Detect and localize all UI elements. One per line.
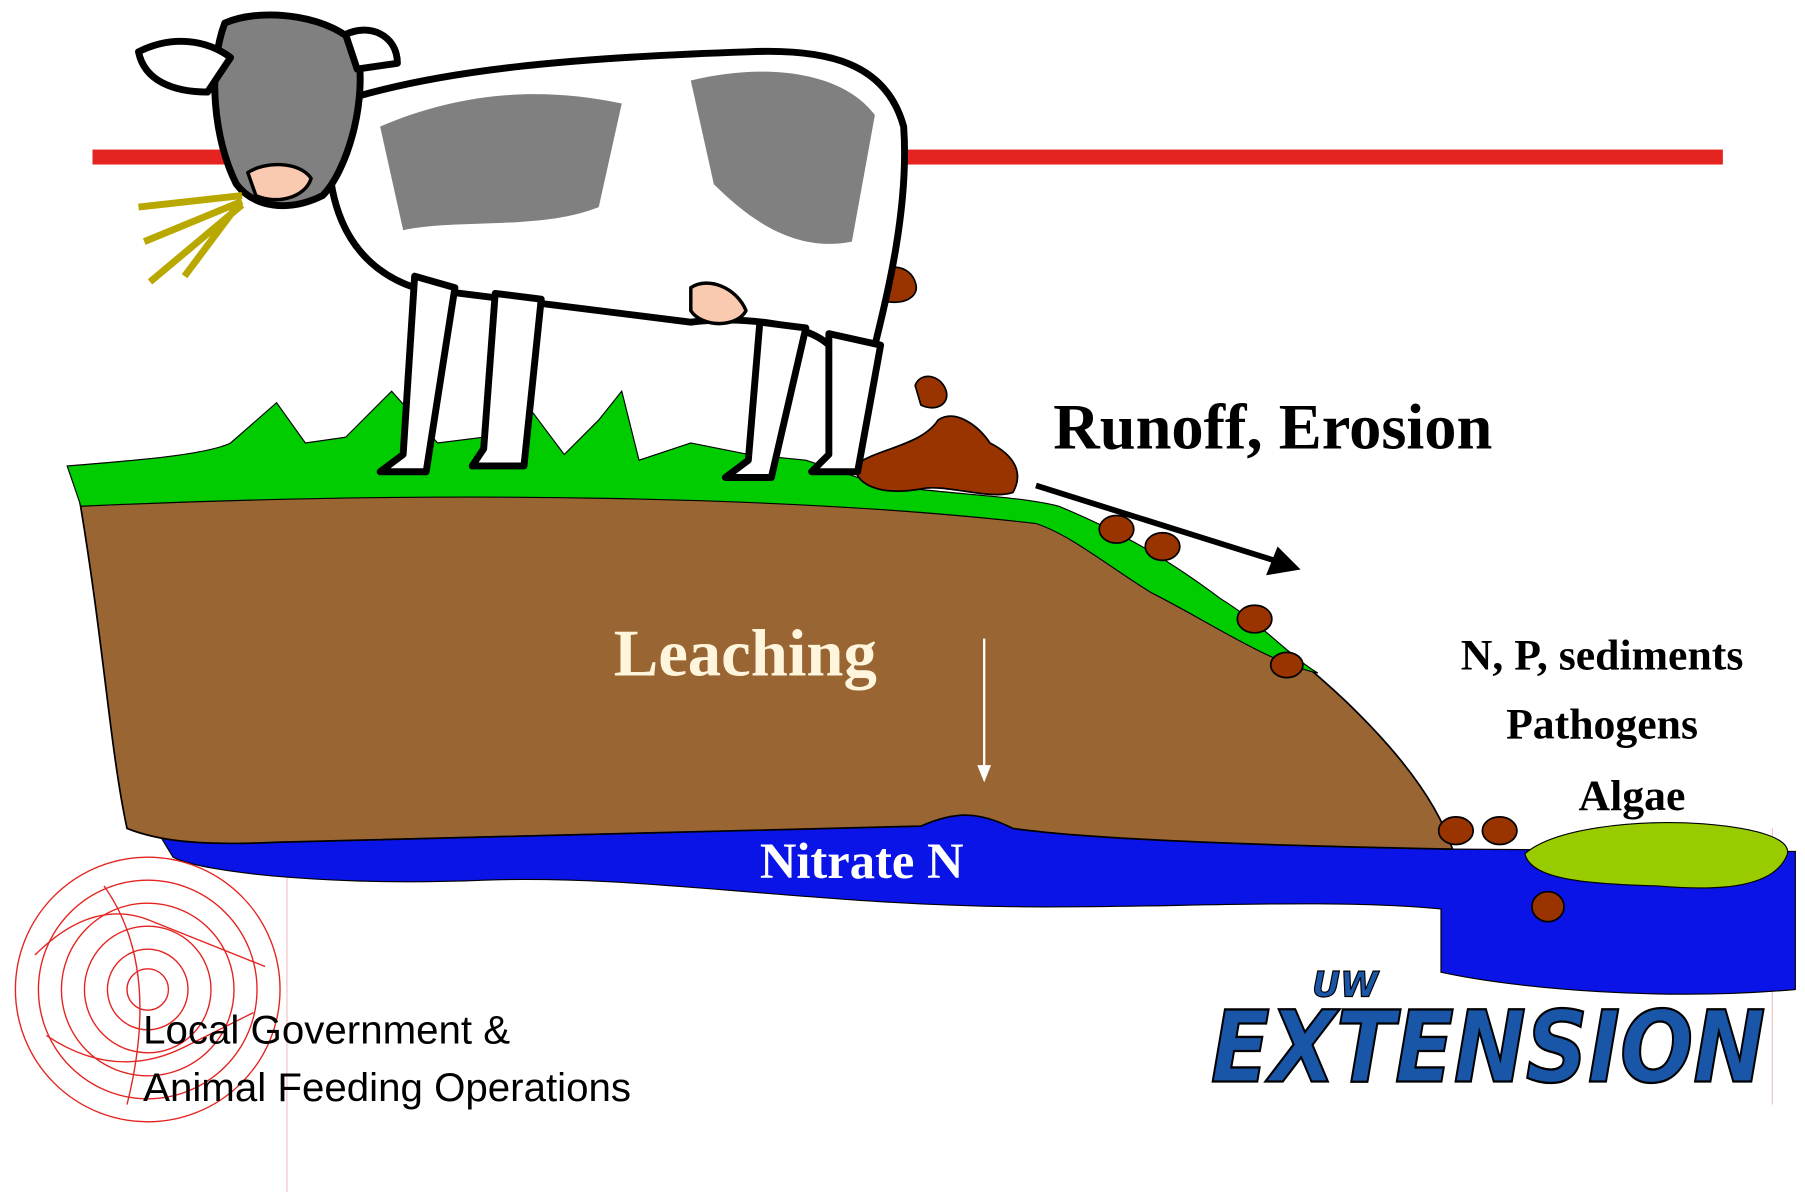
grass-tuft <box>139 196 243 282</box>
pollutant-label: Algae <box>1579 772 1686 820</box>
pollutant-label: Pathogens <box>1506 701 1698 749</box>
cow <box>139 15 905 478</box>
leaching-label: Leaching <box>614 617 877 690</box>
algae <box>1525 823 1788 888</box>
logo-main: EXTENSION <box>1211 991 1766 1106</box>
footer-line: Animal Feeding Operations <box>143 1065 631 1110</box>
pollutant-label: N, P, sediments <box>1461 632 1744 680</box>
nitrate-label: Nitrate N <box>760 833 964 889</box>
runoff-label: Runoff, Erosion <box>1053 392 1492 463</box>
slide: Runoff, Erosion Leaching Nitrate N N, P,… <box>0 0 1805 1192</box>
footer-line: Local Government & <box>143 1008 510 1053</box>
